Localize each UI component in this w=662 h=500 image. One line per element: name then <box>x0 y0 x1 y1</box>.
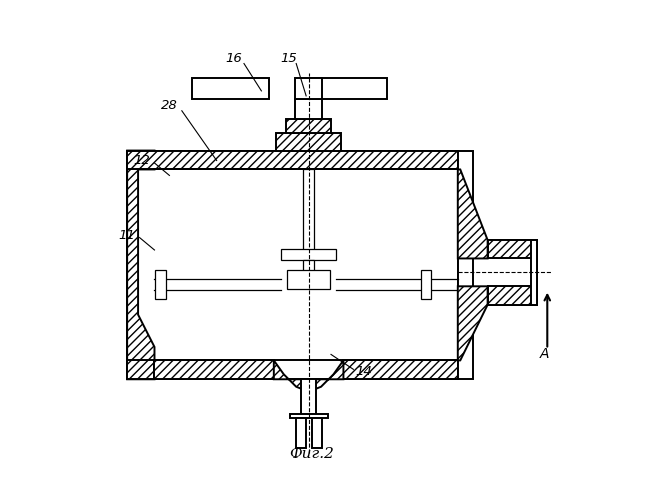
Bar <box>127 360 154 380</box>
Bar <box>286 119 331 133</box>
Bar <box>154 360 274 380</box>
Polygon shape <box>274 360 344 392</box>
Text: А: А <box>540 347 549 361</box>
Bar <box>301 380 316 416</box>
Bar <box>127 150 458 380</box>
Bar <box>336 280 458 290</box>
Polygon shape <box>458 286 488 360</box>
Bar <box>296 418 306 448</box>
Text: 15: 15 <box>281 52 297 65</box>
Text: 11: 11 <box>118 228 136 241</box>
Bar <box>290 414 328 418</box>
Bar <box>127 150 458 170</box>
Bar <box>295 100 322 119</box>
Bar <box>310 78 387 100</box>
Bar <box>192 78 269 100</box>
Bar <box>156 270 166 299</box>
Bar <box>303 260 314 278</box>
Bar <box>276 133 341 150</box>
Bar <box>287 270 330 289</box>
Bar <box>344 360 458 380</box>
Bar <box>312 418 322 448</box>
Bar <box>532 240 538 304</box>
Text: 16: 16 <box>226 52 242 65</box>
Bar <box>488 286 538 304</box>
Text: 14: 14 <box>355 366 371 378</box>
Bar <box>303 170 314 252</box>
Bar <box>295 78 322 100</box>
Text: 28: 28 <box>161 100 178 112</box>
Text: 12: 12 <box>134 154 150 167</box>
Bar <box>281 249 336 260</box>
Bar <box>458 150 473 380</box>
Text: Фиг.2: Фиг.2 <box>289 447 334 461</box>
Bar <box>420 270 432 299</box>
Bar <box>488 240 538 258</box>
Bar <box>154 280 281 290</box>
Bar <box>458 240 538 304</box>
Polygon shape <box>127 150 154 380</box>
Polygon shape <box>458 170 488 258</box>
